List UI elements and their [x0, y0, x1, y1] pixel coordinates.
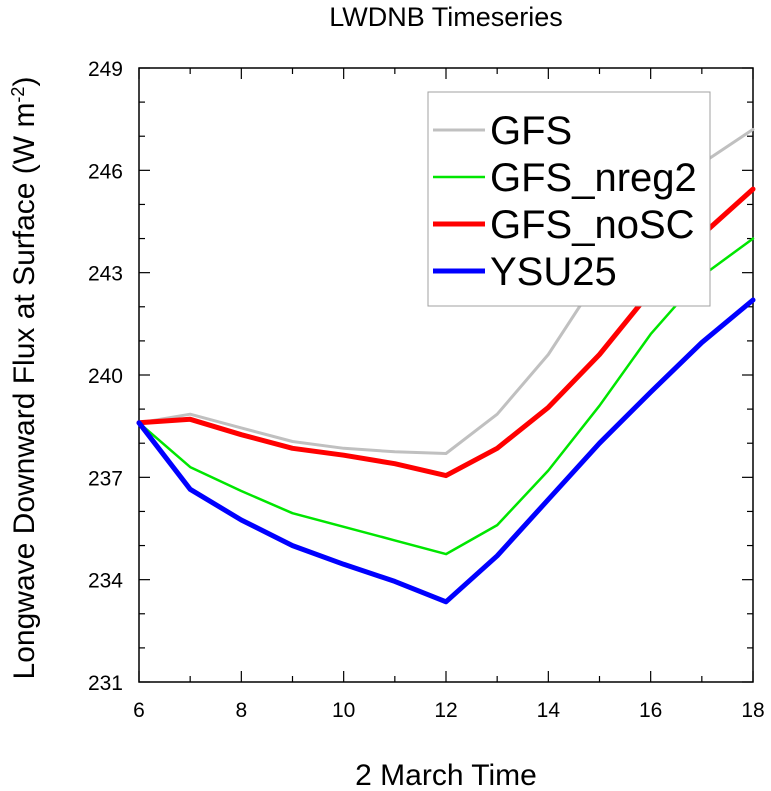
x-tick-label: 6: [133, 699, 145, 722]
legend-label: GFS_noSC: [490, 203, 695, 247]
y-axis-title-exponent: -2: [8, 87, 28, 103]
y-tick-label: 234: [88, 570, 123, 593]
y-tick-label: 249: [88, 58, 123, 81]
x-tick-label: 8: [235, 699, 247, 722]
legend-label: GFS: [490, 109, 572, 153]
y-tick-label: 246: [88, 160, 123, 183]
y-axis-title-close: ): [8, 77, 41, 87]
y-tick-label: 240: [88, 365, 123, 388]
x-tick-label: 14: [537, 699, 561, 722]
x-tick-label: 18: [741, 699, 764, 722]
series-line-ysu25: [136, 297, 756, 605]
legend-label: YSU25: [490, 250, 617, 294]
series-line-gfs-nreg2: [137, 237, 755, 556]
y-tick-label: 231: [88, 672, 123, 695]
y-axis-title: Longwave Downward Flux at Surface (W m-2…: [8, 77, 41, 680]
x-tick-label: 12: [434, 699, 457, 722]
x-tick-label: 16: [639, 699, 662, 722]
y-axis-title-main: Longwave Downward Flux at Surface (W m: [8, 103, 41, 680]
y-tick-label: 237: [88, 467, 123, 490]
chart-title: LWDNB Timeseries: [329, 2, 563, 32]
x-axis-title: 2 March Time: [355, 759, 537, 791]
legend-label: GFS_nreg2: [490, 156, 697, 200]
y-tick-label: 243: [88, 263, 123, 286]
x-tick-label: 10: [332, 699, 355, 722]
axis-ticks: 6 8 10 12 14 16 18 231 234 237 240 243 246 249: [88, 58, 765, 722]
